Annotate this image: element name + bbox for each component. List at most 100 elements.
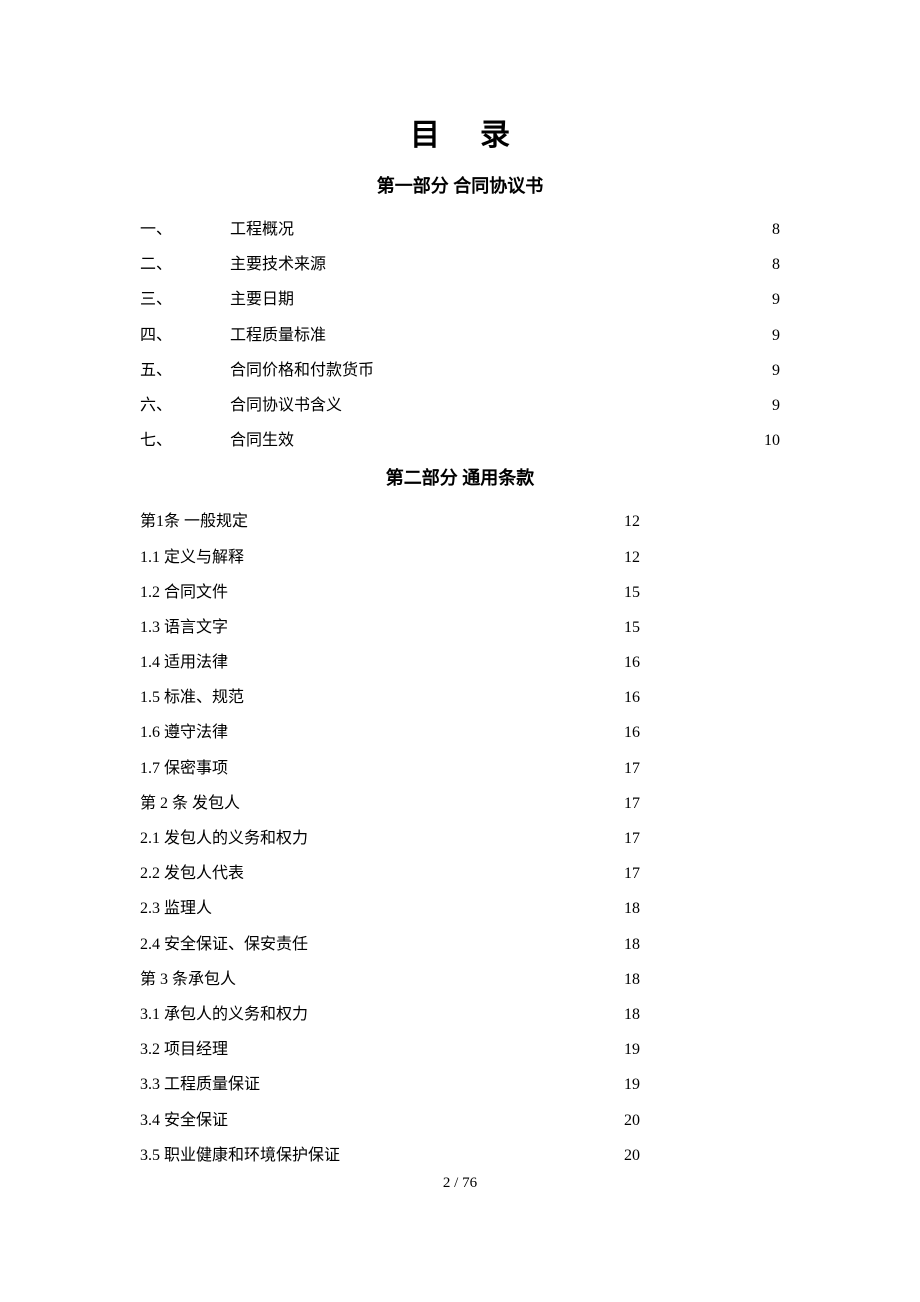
document-page: 目录 第一部分 合同协议书 一、工程概况8二、主要技术来源8三、主要日期9四、工… [0, 0, 920, 1302]
toc-entry-page: 18 [622, 962, 640, 997]
toc-dot-leader [326, 324, 770, 340]
toc-entry-label: 2.3 监理人 [140, 891, 212, 926]
toc-entry-page: 16 [622, 645, 640, 680]
toc-dot-leader [228, 1109, 622, 1125]
toc-row: 1.6 遵守法律 16 [140, 715, 640, 750]
toc-row: 1.5 标准、规范 16 [140, 680, 640, 715]
toc-entry-page: 17 [622, 786, 640, 821]
toc-entry-label: 3.3 工程质量保证 [140, 1067, 260, 1102]
toc-entry-number: 一、 [140, 212, 230, 247]
section-1-header: 第一部分 合同协议书 [140, 172, 780, 198]
toc-dot-leader [228, 1038, 622, 1054]
toc-dot-leader [228, 616, 622, 632]
toc-entry-number: 三、 [140, 282, 230, 317]
toc-row: 七、合同生效10 [140, 423, 780, 458]
toc-entry-page: 15 [622, 610, 640, 645]
toc-entry-label: 1.6 遵守法律 [140, 715, 228, 750]
toc-entry-page: 18 [622, 927, 640, 962]
toc-dot-leader [260, 1073, 622, 1089]
toc-entry-number: 二、 [140, 247, 230, 282]
toc-dot-leader [308, 1003, 622, 1019]
toc-entry-label: 3.2 项目经理 [140, 1032, 228, 1067]
toc-entry-label: 工程质量标准 [230, 318, 326, 353]
toc-entry-page: 9 [770, 318, 780, 353]
toc-entry-label: 合同协议书含义 [230, 388, 342, 423]
toc-entry-label: 1.2 合同文件 [140, 575, 228, 610]
toc-entry-label: 工程概况 [230, 212, 294, 247]
toc-row: 1.1 定义与解释12 [140, 540, 640, 575]
toc-entry-page: 15 [622, 575, 640, 610]
toc-entry-label: 2.2 发包人代表 [140, 856, 244, 891]
toc-dot-leader [326, 253, 770, 269]
toc-dot-leader [374, 359, 770, 375]
toc-dot-leader [228, 721, 622, 737]
toc-entry-label: 1.7 保密事项 [140, 751, 228, 786]
toc-entry-number: 四、 [140, 318, 230, 353]
toc-row: 第 2 条 发包人 17 [140, 786, 640, 821]
toc-entry-label: 第 3 条承包人 [140, 962, 236, 997]
toc-dot-leader [244, 862, 622, 878]
toc-row: 第 3 条承包人 18 [140, 962, 640, 997]
toc-entry-page: 17 [622, 821, 640, 856]
toc-row: 2.2 发包人代表 17 [140, 856, 640, 891]
toc-row: 2.1 发包人的义务和权力 17 [140, 821, 640, 856]
toc-dot-leader [308, 933, 622, 949]
toc-dot-leader [212, 897, 622, 913]
toc-entry-label: 第 2 条 发包人 [140, 786, 240, 821]
toc-entry-page: 9 [770, 388, 780, 423]
toc-entry-page: 18 [622, 997, 640, 1032]
toc-row: 五、合同价格和付款货币9 [140, 353, 780, 388]
toc-row: 第1条 一般规定 12 [140, 504, 640, 539]
toc-entry-label: 3.4 安全保证 [140, 1103, 228, 1138]
toc-entry-label: 3.1 承包人的义务和权力 [140, 997, 308, 1032]
toc-dot-leader [244, 686, 622, 702]
toc-section-2: 第1条 一般规定121.1 定义与解释121.2 合同文件151.3 语言文字1… [140, 504, 780, 1173]
toc-dot-leader [240, 792, 622, 808]
toc-dot-leader [294, 218, 770, 234]
toc-entry-number: 七、 [140, 423, 230, 458]
toc-entry-number: 五、 [140, 353, 230, 388]
toc-dot-leader [294, 288, 770, 304]
toc-row: 1.2 合同文件 15 [140, 575, 640, 610]
toc-row: 二、主要技术来源 8 [140, 247, 780, 282]
toc-dot-leader [228, 581, 622, 597]
toc-entry-page: 9 [770, 282, 780, 317]
page-footer: 2 / 76 [0, 1175, 920, 1192]
toc-entry-page: 16 [622, 715, 640, 750]
toc-row: 三、主要日期 9 [140, 282, 780, 317]
toc-dot-leader [294, 429, 762, 445]
toc-entry-page: 16 [622, 680, 640, 715]
toc-entry-page: 17 [622, 751, 640, 786]
toc-dot-leader [342, 394, 770, 410]
toc-entry-page: 9 [770, 353, 780, 388]
toc-row: 3.2 项目经理 19 [140, 1032, 640, 1067]
section-2-header: 第二部分 通用条款 [140, 464, 780, 490]
toc-entry-label: 主要技术来源 [230, 247, 326, 282]
toc-row: 3.3 工程质量保证19 [140, 1067, 640, 1102]
toc-entry-page: 12 [622, 504, 640, 539]
toc-dot-leader [244, 546, 622, 562]
toc-entry-label: 主要日期 [230, 282, 294, 317]
toc-dot-leader [228, 757, 622, 773]
toc-entry-label: 1.4 适用法律 [140, 645, 228, 680]
toc-entry-page: 19 [622, 1032, 640, 1067]
toc-section-1: 一、工程概况8二、主要技术来源8三、主要日期9四、工程质量标准9五、合同价格和付… [140, 212, 780, 458]
page-title: 目录 [140, 110, 780, 154]
toc-entry-label: 2.4 安全保证、保安责任 [140, 927, 308, 962]
toc-entry-label: 2.1 发包人的义务和权力 [140, 821, 308, 856]
toc-entry-label: 1.5 标准、规范 [140, 680, 244, 715]
toc-entry-page: 20 [622, 1138, 640, 1173]
toc-dot-leader [248, 510, 622, 526]
toc-entry-page: 12 [622, 540, 640, 575]
toc-entry-label: 第1条 一般规定 [140, 504, 248, 539]
toc-entry-page: 8 [770, 247, 780, 282]
toc-row: 1.7 保密事项 17 [140, 751, 640, 786]
toc-entry-page: 18 [622, 891, 640, 926]
toc-entry-page: 17 [622, 856, 640, 891]
toc-entry-label: 1.3 语言文字 [140, 610, 228, 645]
toc-row: 四、工程质量标准 9 [140, 318, 780, 353]
toc-row: 2.4 安全保证、保安责任 18 [140, 927, 640, 962]
toc-entry-page: 20 [622, 1103, 640, 1138]
toc-row: 1.3 语言文字 15 [140, 610, 640, 645]
toc-entry-label: 3.5 职业健康和环境保护保证 [140, 1138, 340, 1173]
